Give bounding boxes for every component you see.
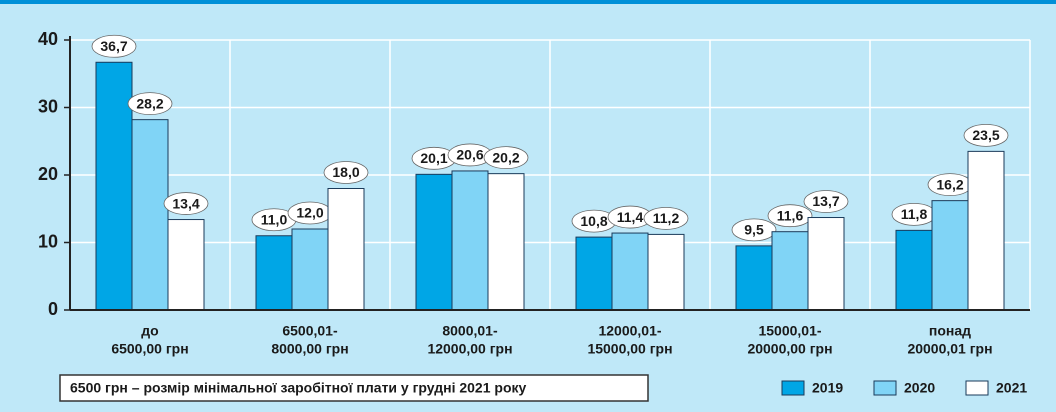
legend-swatch	[873, 380, 897, 396]
bar	[967, 150, 1005, 311]
bar	[95, 61, 133, 311]
value-label-bg	[643, 206, 689, 230]
y-tick-label: 20	[38, 164, 58, 184]
y-tick-label: 40	[38, 29, 58, 49]
x-tick-label: 8000,00 грн	[271, 341, 348, 357]
legend-label: 2019	[812, 380, 843, 396]
bar	[611, 232, 649, 311]
bar	[327, 188, 365, 311]
value-label: 11,8	[901, 206, 928, 222]
bar	[771, 231, 809, 311]
value-label: 20,2	[492, 149, 519, 165]
value-label: 18,0	[332, 164, 359, 180]
value-label: 13,7	[812, 193, 839, 209]
bar	[807, 217, 845, 311]
bar	[255, 235, 293, 311]
bar	[575, 236, 613, 311]
value-label-bg	[323, 161, 369, 184]
value-label-bg	[963, 123, 1009, 147]
legend-label: 2020	[904, 380, 935, 396]
value-label-bg	[91, 34, 137, 58]
x-tick-label: 15000,01-	[758, 323, 821, 339]
value-label-bg	[767, 204, 813, 228]
y-tick-label: 0	[48, 299, 58, 319]
bar	[167, 219, 205, 311]
y-tick-label: 30	[38, 96, 58, 116]
value-label: 9,5	[744, 222, 764, 238]
value-label: 20,1	[420, 150, 447, 166]
value-label: 36,7	[100, 38, 127, 54]
y-tick-label: 10	[38, 231, 58, 251]
value-label-bg	[483, 146, 529, 170]
x-tick-label: 15000,00 грн	[587, 341, 672, 357]
bar	[131, 119, 169, 311]
legend-swatch	[965, 380, 989, 396]
legend-label: 2021	[996, 380, 1027, 396]
value-label-bg	[163, 192, 209, 215]
bar	[931, 200, 969, 311]
bar	[291, 228, 329, 311]
value-label: 13,4	[172, 195, 199, 211]
bar	[735, 245, 773, 311]
bar	[647, 233, 685, 311]
x-tick-label: 20000,01 грн	[907, 341, 992, 357]
x-tick-label: 6500,00 грн	[111, 341, 188, 357]
bar	[895, 229, 933, 311]
x-tick-label: до	[141, 323, 158, 339]
legend-swatch	[781, 380, 805, 396]
x-tick-label: понад	[929, 323, 971, 339]
x-tick-label: 12000,00 грн	[427, 341, 512, 357]
top-border	[0, 0, 1056, 4]
value-label: 11,6	[777, 207, 804, 223]
value-label-bg	[731, 218, 777, 242]
note-box	[59, 374, 649, 402]
value-label: 28,2	[136, 95, 163, 111]
value-label: 11,0	[261, 211, 288, 227]
x-tick-label: 12000,01-	[598, 323, 661, 339]
bar	[415, 173, 453, 311]
value-label: 12,0	[296, 205, 323, 221]
value-label: 23,5	[972, 127, 999, 143]
value-label: 20,6	[456, 147, 483, 163]
note: 6500 грн – розмір мінімальної заробітної…	[70, 380, 526, 396]
value-label: 11,2	[653, 210, 680, 226]
value-label: 10,8	[580, 213, 607, 229]
value-label: 11,4	[617, 209, 644, 225]
value-label: 16,2	[936, 176, 963, 192]
bar	[487, 173, 525, 311]
value-label-bg	[803, 190, 849, 213]
x-tick-label: 20000,00 грн	[747, 341, 832, 357]
bar	[451, 170, 489, 311]
value-label-bg	[127, 92, 173, 116]
x-tick-label: 8000,01-	[442, 323, 498, 339]
x-tick-label: 6500,01-	[282, 323, 338, 339]
